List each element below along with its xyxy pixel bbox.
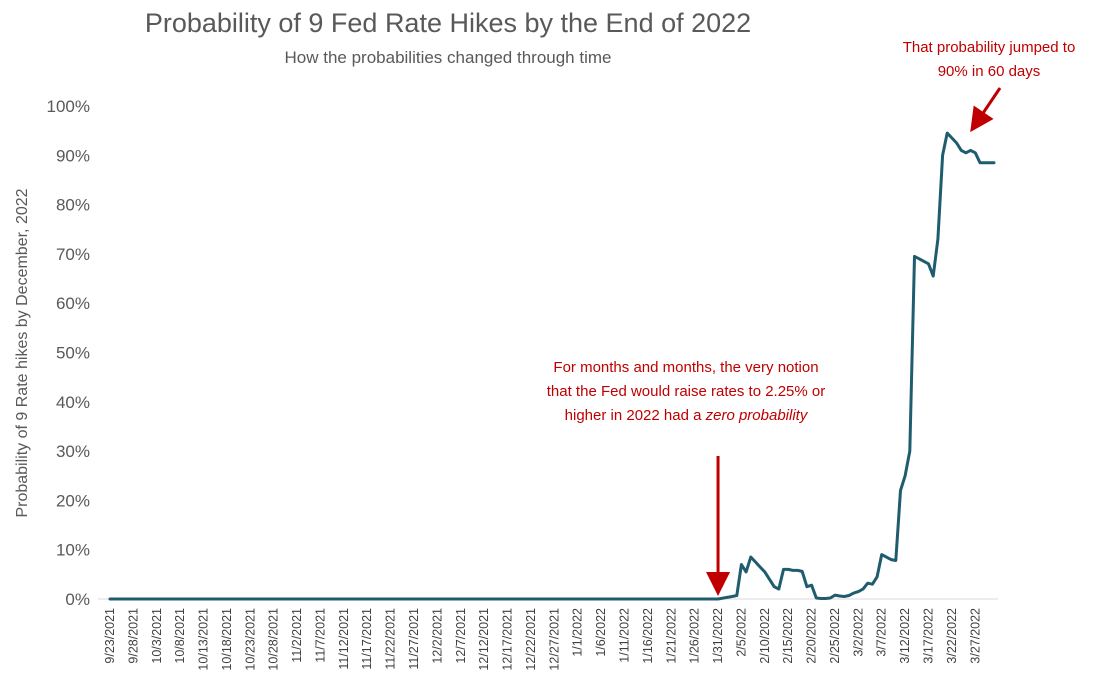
x-tick-label: 2/15/2022 — [781, 608, 795, 664]
x-tick-label: 11/27/2021 — [407, 608, 421, 670]
y-tick-label: 100% — [47, 97, 90, 116]
x-tick-label: 12/12/2021 — [477, 608, 491, 671]
x-tick-label: 10/8/2021 — [173, 608, 187, 664]
annotation-zero-probability-line: higher in 2022 had a zero probability — [565, 407, 809, 424]
y-tick-label: 10% — [56, 541, 90, 560]
chart-title: Probability of 9 Fed Rate Hikes by the E… — [145, 8, 751, 38]
y-tick-label: 30% — [56, 442, 90, 461]
annotation-zero-probability-line: For months and months, the very notion — [553, 359, 818, 376]
x-tick-label: 12/7/2021 — [454, 608, 468, 664]
annotation-zero-probability-line: that the Fed would raise rates to 2.25% … — [547, 383, 826, 400]
x-tick-label: 1/11/2022 — [617, 608, 631, 663]
x-tick-label: 2/20/2022 — [805, 608, 819, 664]
x-tick-labels: 9/23/2021 9/28/2021 10/3/2021 10/8/2021 10/1… — [103, 608, 982, 671]
x-tick-label: 9/23/2021 — [103, 608, 117, 664]
x-tick-label: 12/27/2021 — [547, 608, 561, 671]
x-tick-label: 11/7/2021 — [313, 608, 327, 663]
x-tick-label: 3/2/2022 — [851, 608, 865, 657]
y-axis-label: Probability of 9 Rate hikes by December,… — [14, 188, 31, 517]
x-tick-label: 10/23/2021 — [243, 608, 257, 671]
annotation-emphasis: zero probability — [705, 407, 809, 424]
y-tick-label: 90% — [56, 146, 90, 165]
x-tick-label: 2/10/2022 — [758, 608, 772, 664]
x-tick-label: 2/5/2022 — [734, 608, 748, 657]
x-tick-label: 2/25/2022 — [828, 608, 842, 664]
series-line — [108, 131, 996, 601]
x-tick-label: 1/1/2022 — [571, 608, 585, 657]
x-tick-label: 10/18/2021 — [220, 608, 234, 671]
y-tick-label: 80% — [56, 196, 90, 215]
x-tick-label: 10/28/2021 — [267, 608, 281, 671]
y-tick-label: 60% — [56, 294, 90, 313]
x-tick-label: 1/26/2022 — [688, 608, 702, 664]
x-tick-label: 3/22/2022 — [945, 608, 959, 664]
x-tick-label: 10/13/2021 — [197, 608, 211, 671]
y-tick-label: 40% — [56, 393, 90, 412]
x-tick-label: 3/17/2022 — [922, 608, 936, 664]
y-tick-label: 20% — [56, 491, 90, 510]
x-tick-label: 1/31/2022 — [711, 608, 725, 664]
x-tick-label: 11/2/2021 — [290, 608, 304, 663]
chart-subtitle: How the probabilities changed through ti… — [285, 48, 612, 67]
annotations: For months and months, the very notion th… — [547, 39, 1076, 596]
x-tick-label: 10/3/2021 — [150, 608, 164, 664]
x-tick-label: 12/22/2021 — [524, 608, 538, 671]
y-tick-label: 0% — [65, 590, 90, 609]
y-tick-label: 50% — [56, 344, 90, 363]
annotation-jump-line: 90% in 60 days — [938, 63, 1041, 80]
y-tick-label: 70% — [56, 245, 90, 264]
x-tick-label: 1/16/2022 — [641, 608, 655, 664]
annotation-jump-line: That probability jumped to — [903, 39, 1076, 56]
x-tick-label: 1/21/2022 — [664, 608, 678, 664]
x-tick-label: 3/27/2022 — [968, 608, 982, 664]
x-tick-label: 1/6/2022 — [594, 608, 608, 657]
annotation-arrow-jump — [970, 87, 1002, 133]
x-tick-label: 12/2/2021 — [430, 608, 444, 664]
x-tick-label: 12/17/2021 — [501, 608, 515, 671]
x-tick-label: 11/17/2021 — [360, 608, 374, 670]
x-tick-label: 3/12/2022 — [898, 608, 912, 664]
x-tick-label: 9/28/2021 — [126, 608, 140, 664]
x-tick-label: 11/12/2021 — [337, 608, 351, 670]
x-tick-label: 3/7/2022 — [875, 608, 889, 657]
y-tick-labels: 0% 10% 20% 30% 40% 50% 60% 70% 80% 90% 100% — [47, 97, 90, 609]
x-tick-label: 11/22/2021 — [384, 608, 398, 670]
